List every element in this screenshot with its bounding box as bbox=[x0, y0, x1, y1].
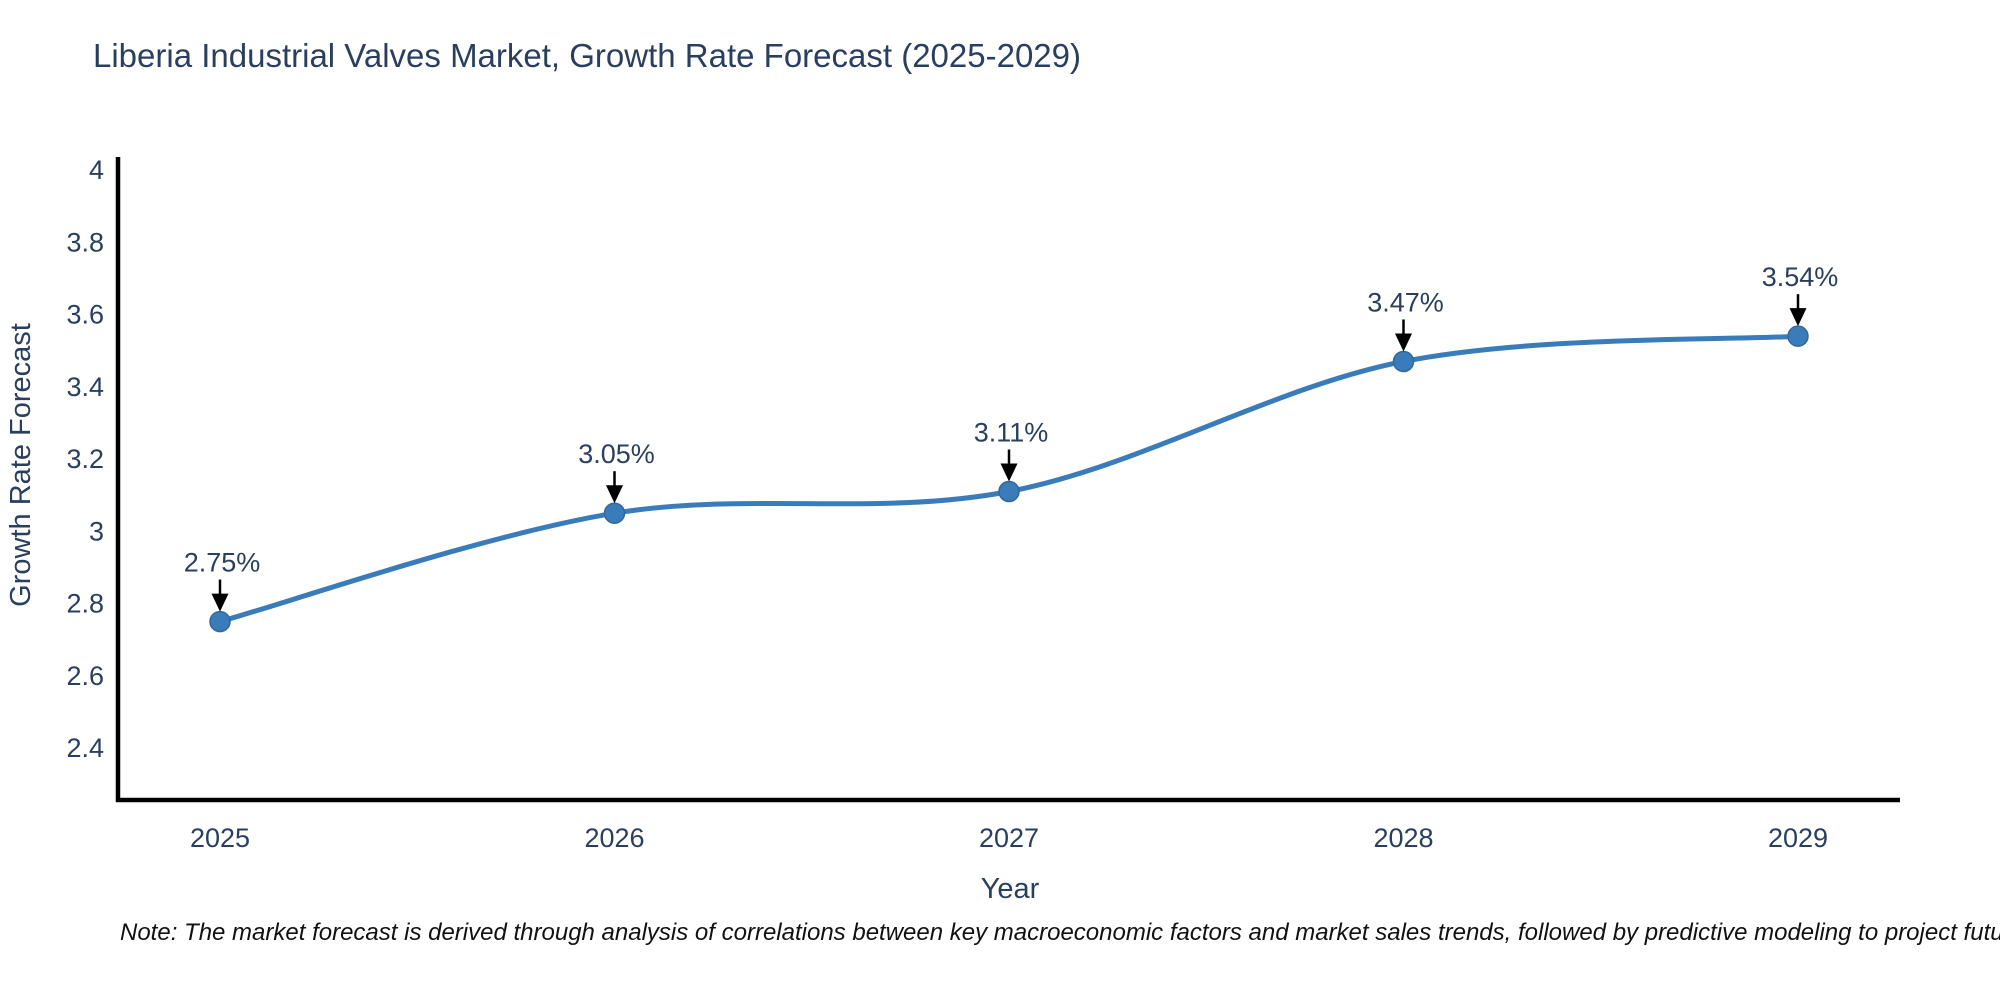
data-point-label: 3.05% bbox=[578, 439, 655, 469]
y-tick-label: 3.6 bbox=[66, 300, 104, 330]
y-tick-label: 3.8 bbox=[66, 227, 104, 257]
x-tick-label: 2027 bbox=[979, 823, 1039, 853]
annotation-arrow-head-icon bbox=[606, 485, 623, 504]
data-point-label: 3.11% bbox=[974, 418, 1049, 448]
annotation-arrow-head-icon bbox=[211, 593, 229, 612]
data-point-marker[interactable] bbox=[209, 610, 231, 633]
data-point-marker[interactable] bbox=[603, 502, 626, 524]
data-point-marker[interactable] bbox=[1787, 325, 1809, 347]
y-tick-label: 2.4 bbox=[66, 733, 104, 763]
y-tick-label: 2.8 bbox=[66, 589, 104, 619]
data-point-label: 3.54% bbox=[1762, 262, 1839, 292]
y-tick-label: 3.2 bbox=[66, 444, 104, 474]
y-tick-label: 2.6 bbox=[66, 661, 104, 691]
x-axis-ticks: 2025 2026 2027 2028 2029 bbox=[190, 823, 1828, 853]
x-tick-label: 2025 bbox=[190, 823, 250, 853]
chart-title: Liberia Industrial Valves Market, Growth… bbox=[93, 37, 1081, 74]
data-point-label: 2.75% bbox=[184, 548, 261, 578]
series-layer bbox=[209, 325, 1809, 633]
x-tick-label: 2029 bbox=[1768, 823, 1828, 853]
x-tick-label: 2028 bbox=[1373, 823, 1433, 853]
y-tick-label: 4 bbox=[89, 155, 104, 185]
x-axis-title: Year bbox=[981, 873, 1040, 905]
data-point-marker[interactable] bbox=[1392, 350, 1415, 373]
footnote: Note: The market forecast is derived thr… bbox=[120, 919, 2000, 946]
data-point-marker[interactable] bbox=[998, 480, 1020, 503]
annotation-arrow-head-icon bbox=[1000, 463, 1018, 482]
x-tick-label: 2026 bbox=[584, 823, 644, 853]
data-point-label: 3.47% bbox=[1367, 287, 1444, 317]
annotation-arrow-head-icon bbox=[1395, 333, 1412, 352]
annotation-arrow-head-icon bbox=[1789, 308, 1807, 327]
y-tick-label: 3 bbox=[89, 516, 104, 546]
y-axis-title: Growth Rate Forecast bbox=[5, 323, 37, 607]
axes bbox=[115, 157, 1900, 803]
y-tick-label: 3.4 bbox=[66, 372, 104, 402]
annotations-layer: 2.75% 3.05% 3.11% 3.47% 3.54% bbox=[184, 262, 1839, 612]
y-axis-ticks: 2.4 2.6 2.8 3 3.2 3.4 3.6 3.8 4 bbox=[66, 155, 104, 763]
